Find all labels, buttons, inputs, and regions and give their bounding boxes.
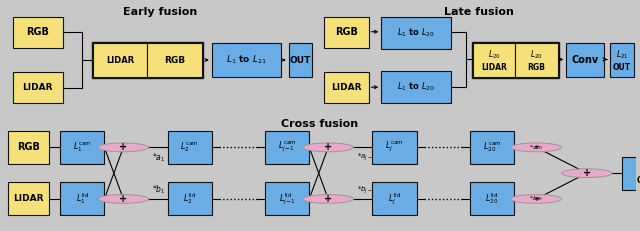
Text: RGB: RGB bbox=[335, 27, 358, 37]
Circle shape bbox=[303, 195, 353, 203]
FancyBboxPatch shape bbox=[60, 131, 104, 164]
Text: $L^{\rm lid}_{20}$: $L^{\rm lid}_{20}$ bbox=[485, 191, 499, 207]
FancyBboxPatch shape bbox=[147, 43, 202, 77]
Text: RGB: RGB bbox=[528, 63, 545, 72]
Text: $L_1$ to $L_{20}$: $L_1$ to $L_{20}$ bbox=[397, 27, 435, 39]
Text: $L^{\rm cam}_{2}$: $L^{\rm cam}_{2}$ bbox=[180, 141, 199, 154]
FancyBboxPatch shape bbox=[289, 43, 312, 77]
FancyBboxPatch shape bbox=[610, 43, 634, 77]
Text: $L_1$ to $L_{20}$: $L_1$ to $L_{20}$ bbox=[397, 81, 435, 93]
Circle shape bbox=[98, 195, 148, 203]
FancyBboxPatch shape bbox=[566, 43, 604, 77]
FancyBboxPatch shape bbox=[381, 17, 451, 49]
Text: +: + bbox=[119, 142, 127, 152]
FancyBboxPatch shape bbox=[324, 17, 369, 48]
FancyBboxPatch shape bbox=[212, 43, 281, 77]
Circle shape bbox=[511, 195, 561, 203]
Text: $*a_1$: $*a_1$ bbox=[152, 151, 165, 164]
FancyBboxPatch shape bbox=[8, 182, 49, 215]
Text: $L^{\rm lid}_{j}$: $L^{\rm lid}_{j}$ bbox=[388, 191, 401, 207]
Text: $L_{21}$: $L_{21}$ bbox=[616, 49, 628, 61]
FancyBboxPatch shape bbox=[168, 131, 212, 164]
Text: OUT: OUT bbox=[612, 63, 631, 72]
FancyBboxPatch shape bbox=[470, 131, 514, 164]
Text: RGB: RGB bbox=[17, 142, 40, 152]
Text: $L^{\rm cam}_{1}$: $L^{\rm cam}_{1}$ bbox=[73, 141, 92, 154]
Text: LIDAR: LIDAR bbox=[332, 83, 362, 92]
Text: +: + bbox=[533, 144, 539, 150]
FancyBboxPatch shape bbox=[372, 182, 417, 215]
FancyBboxPatch shape bbox=[13, 17, 63, 48]
Text: +: + bbox=[324, 194, 332, 204]
Text: RGB: RGB bbox=[26, 27, 49, 37]
Text: $L_{20}$: $L_{20}$ bbox=[530, 49, 543, 61]
Text: RGB: RGB bbox=[164, 55, 186, 64]
Text: $L^{\rm lid}_{1}$: $L^{\rm lid}_{1}$ bbox=[76, 191, 89, 207]
Text: $L^{\rm cam}_{20}$: $L^{\rm cam}_{20}$ bbox=[483, 141, 501, 154]
Text: +: + bbox=[533, 196, 539, 202]
Text: $L_{20}$: $L_{20}$ bbox=[488, 49, 500, 61]
Circle shape bbox=[561, 169, 612, 178]
Text: $L^{\rm cam}_{j\!-\!1}$: $L^{\rm cam}_{j\!-\!1}$ bbox=[278, 140, 296, 155]
Text: $L^{\rm lid}_{2}$: $L^{\rm lid}_{2}$ bbox=[183, 191, 196, 207]
FancyBboxPatch shape bbox=[60, 182, 104, 215]
Circle shape bbox=[511, 143, 561, 152]
Text: LIDAR: LIDAR bbox=[106, 55, 134, 64]
FancyBboxPatch shape bbox=[265, 182, 309, 215]
Text: $*b_1$: $*b_1$ bbox=[152, 184, 165, 196]
FancyBboxPatch shape bbox=[621, 157, 640, 190]
FancyBboxPatch shape bbox=[168, 182, 212, 215]
Text: $L^{\rm lid}_{j\!-\!1}$: $L^{\rm lid}_{j\!-\!1}$ bbox=[279, 191, 295, 207]
Text: Conv: Conv bbox=[571, 55, 598, 65]
FancyBboxPatch shape bbox=[470, 182, 514, 215]
FancyBboxPatch shape bbox=[372, 131, 417, 164]
FancyBboxPatch shape bbox=[515, 43, 558, 77]
Text: OUT: OUT bbox=[636, 176, 640, 185]
Text: Early fusion: Early fusion bbox=[123, 7, 197, 17]
Text: OUT: OUT bbox=[290, 55, 311, 64]
FancyBboxPatch shape bbox=[381, 71, 451, 103]
FancyBboxPatch shape bbox=[8, 131, 49, 164]
Text: LIDAR: LIDAR bbox=[22, 83, 53, 92]
Text: $*b_{20}$: $*b_{20}$ bbox=[529, 195, 543, 204]
Text: +: + bbox=[324, 142, 332, 152]
Circle shape bbox=[303, 143, 353, 152]
Text: LIDAR: LIDAR bbox=[481, 63, 507, 72]
FancyBboxPatch shape bbox=[13, 72, 63, 103]
Text: $*a_{j-1}$: $*a_{j-1}$ bbox=[356, 152, 376, 163]
Circle shape bbox=[98, 143, 148, 152]
FancyBboxPatch shape bbox=[93, 43, 147, 77]
Text: $L_{21}$: $L_{21}$ bbox=[639, 162, 640, 174]
Text: $L^{\rm cam}_{j}$: $L^{\rm cam}_{j}$ bbox=[385, 140, 404, 155]
FancyBboxPatch shape bbox=[324, 72, 369, 103]
Text: $L_1$ to $L_{21}$: $L_1$ to $L_{21}$ bbox=[226, 54, 266, 66]
Text: LIDAR: LIDAR bbox=[13, 195, 44, 204]
Text: +: + bbox=[583, 168, 591, 178]
Text: Late fusion: Late fusion bbox=[444, 7, 514, 17]
Text: $*b_{j-1}$: $*b_{j-1}$ bbox=[356, 184, 376, 196]
FancyBboxPatch shape bbox=[473, 43, 515, 77]
Text: +: + bbox=[119, 194, 127, 204]
Text: Cross fusion: Cross fusion bbox=[281, 119, 358, 129]
Text: $*a_{20}$: $*a_{20}$ bbox=[529, 143, 543, 152]
FancyBboxPatch shape bbox=[265, 131, 309, 164]
